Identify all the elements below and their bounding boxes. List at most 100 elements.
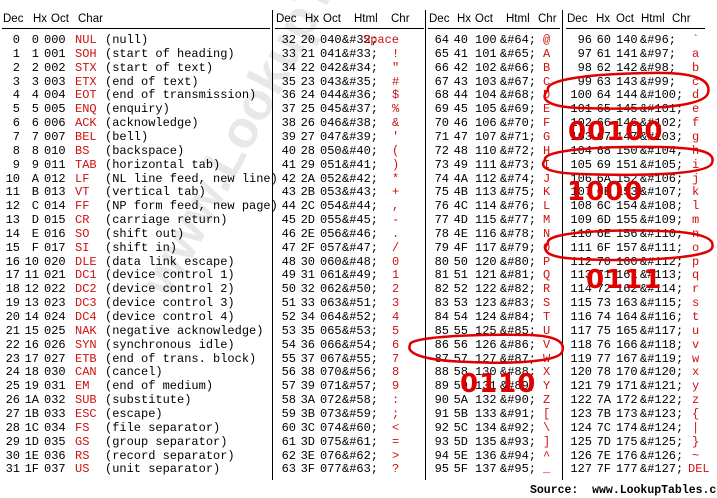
dec-cell: 50 (281, 282, 296, 297)
column-header-char: Char (78, 13, 103, 25)
html-cell: &#118; (640, 337, 684, 352)
html-cell: &#37; (342, 102, 379, 117)
oct-cell: 043 (320, 74, 342, 89)
dec-cell: 82 (434, 282, 449, 297)
hex-cell: 30 (300, 254, 315, 269)
hex-cell: 6C (596, 199, 611, 214)
hex-cell: 71 (596, 268, 611, 283)
hex-cell: 2C (300, 199, 315, 214)
chr-cell: m (692, 213, 700, 228)
hex-cell: A (31, 171, 39, 186)
dec-cell: 43 (281, 185, 296, 200)
oct-cell: 000 (44, 33, 66, 47)
circle-annotation (542, 145, 714, 177)
oct-cell: 036 (44, 448, 66, 463)
html-cell: &#62; (342, 448, 379, 463)
hex-cell: 4E (453, 226, 468, 241)
chr-cell: M (543, 213, 551, 228)
dec-cell: 99 (577, 74, 592, 89)
html-cell: &#61; (342, 434, 379, 449)
html-cell: &#59; (342, 406, 379, 421)
description-cell: (record separator) (105, 448, 235, 463)
oct-cell: 103 (475, 74, 497, 89)
char-cell: US (75, 462, 90, 477)
chr-cell: f (692, 116, 700, 131)
dec-cell: 64 (434, 33, 449, 47)
html-cell: &#48; (342, 254, 379, 269)
chr-cell: [ (543, 406, 551, 421)
dec-cell: 72 (434, 143, 449, 158)
hex-cell: 2B (300, 185, 315, 200)
chr-cell: u (692, 323, 700, 338)
chr-cell: Q (543, 268, 551, 283)
html-cell: &#111; (640, 240, 684, 255)
hex-cell: 52 (453, 282, 468, 297)
hex-cell: 7F (596, 462, 611, 477)
oct-cell: 004 (44, 88, 66, 103)
chr-cell: , (392, 199, 400, 214)
description-cell: (device control 4) (105, 310, 235, 324)
hex-cell: 1B (24, 406, 39, 421)
dec-cell: 125 (570, 434, 592, 449)
chr-cell: : (392, 393, 400, 408)
description-cell: (device control 3) (105, 296, 235, 311)
column-header-oct: Oct (616, 13, 634, 25)
oct-cell: 060 (320, 254, 342, 269)
html-cell: &#127; (640, 462, 684, 477)
chr-cell: & (392, 116, 400, 131)
hex-cell: 19 (24, 379, 39, 394)
dec-cell: 113 (570, 268, 592, 283)
chr-cell: _ (543, 462, 551, 477)
circle-annotation (544, 229, 714, 262)
hex-cell: 7D (596, 434, 611, 449)
html-cell: &#74; (500, 171, 537, 186)
oct-cell: 166 (616, 337, 638, 352)
hex-cell: 53 (453, 296, 468, 311)
dec-cell: 49 (281, 268, 296, 283)
hex-cell: 5D (453, 434, 468, 449)
hex-cell: 0 (31, 33, 39, 47)
html-cell: &#79; (500, 240, 537, 255)
chr-cell: x (692, 365, 700, 380)
oct-cell: 063 (320, 296, 342, 311)
html-cell: &#44; (342, 199, 379, 214)
dec-cell: 46 (281, 226, 296, 241)
dec-cell: 27 (5, 406, 20, 421)
hex-cell: D (31, 213, 39, 228)
hex-cell: 12 (24, 282, 39, 297)
description-cell: (negative acknowledge) (105, 323, 264, 338)
oct-cell: 075 (320, 434, 342, 449)
oct-cell: 142 (616, 60, 638, 75)
chr-cell: 2 (392, 282, 400, 297)
oct-cell: 076 (320, 448, 342, 463)
oct-cell: 165 (616, 323, 638, 338)
html-cell: &#47; (342, 240, 379, 255)
hex-cell: 62 (596, 60, 611, 75)
chr-cell: A (543, 46, 551, 61)
dec-cell: 44 (281, 199, 296, 214)
oct-cell: 041 (320, 46, 342, 61)
html-cell: &#73; (500, 157, 537, 172)
column-header-dec: Dec (3, 13, 24, 25)
hex-cell: 66 (596, 116, 611, 131)
dec-cell: 1 (12, 46, 20, 61)
oct-cell: 117 (475, 240, 497, 255)
oct-cell: 074 (320, 420, 342, 435)
hex-cell: 10 (24, 254, 39, 269)
oct-cell: 014 (44, 199, 66, 214)
oct-cell: 177 (616, 462, 638, 477)
html-cell: &#49; (342, 268, 379, 283)
hex-cell: 74 (596, 310, 611, 324)
dec-cell: 59 (281, 406, 296, 421)
oct-cell: 114 (475, 199, 497, 214)
html-cell: &#57; (342, 379, 379, 394)
hex-cell: 13 (24, 296, 39, 311)
chr-cell: % (392, 102, 400, 117)
chr-cell: l (692, 199, 700, 214)
hex-cell: 7E (596, 448, 611, 463)
oct-cell: 121 (475, 268, 497, 283)
dec-cell: 22 (5, 337, 20, 352)
hex-cell: 51 (453, 268, 468, 283)
dec-cell: 24 (5, 365, 20, 380)
dec-cell: 61 (281, 434, 296, 449)
